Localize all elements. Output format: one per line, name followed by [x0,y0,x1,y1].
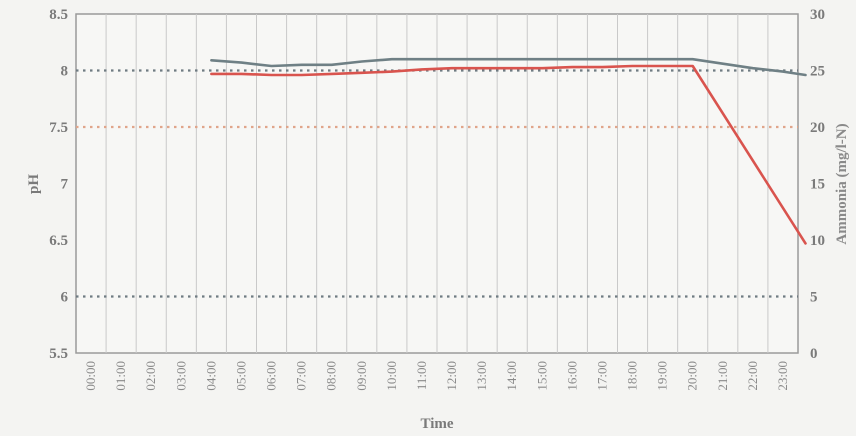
x-axis-label: Time [420,416,453,432]
x-tick-label: 10:00 [384,361,399,391]
x-tick-label: 05:00 [233,361,248,391]
x-tick-label: 14:00 [504,361,519,391]
x-tick-label: 18:00 [625,361,640,391]
x-tick-label: 20:00 [685,361,700,391]
y-tick-label: 5.5 [49,346,68,362]
y-tick-label: 6.5 [49,233,68,249]
y-tick-label: 6 [61,290,69,306]
y-tick-label: 8.5 [49,7,68,23]
left-axis-ticks: 5.5 6 6.5 7 7.5 8 8.5 [49,7,68,362]
y2-tick-label: 10 [810,233,825,249]
series-layer [210,57,807,245]
y2-tick-label: 0 [810,346,818,362]
y2-tick-label: 20 [810,120,825,136]
x-tick-label: 17:00 [594,361,609,391]
x-tick-label: 03:00 [173,361,188,391]
x-tick-label: 11:00 [414,361,429,390]
right-axis-ticks: 0 5 10 15 20 25 30 [810,7,825,362]
y2-tick-label: 30 [810,7,825,23]
x-tick-label: 15:00 [534,361,549,391]
y2-tick-label: 5 [810,290,818,306]
x-tick-label: 13:00 [474,361,489,391]
x-tick-label: 02:00 [143,361,158,391]
x-tick-label: 06:00 [264,361,279,391]
x-tick-label: 07:00 [294,361,309,391]
y-tick-label: 7.5 [49,120,68,136]
y2-tick-label: 25 [810,64,825,80]
reference-lines [76,69,798,298]
x-tick-label: 19:00 [655,361,670,391]
y-axis-label: pH [26,174,42,194]
x-tick-label: 21:00 [715,361,730,391]
x-tick-label: 16:00 [564,361,579,391]
y-tick-label: 8 [61,64,69,80]
x-tick-label: 23:00 [775,361,790,391]
x-tick-label: 08:00 [324,361,339,391]
x-tick-label: 12:00 [444,361,459,391]
y-tick-label: 7 [61,177,69,193]
x-tick-label: 22:00 [745,361,760,391]
ph-series-line [210,57,807,77]
x-axis-ticks: 00:00 01:00 02:00 03:00 04:00 05:00 06:00 07:00… [83,361,790,391]
x-tick-label: 00:00 [83,361,98,391]
y2-axis-label: Ammonia (mg/l-N) [834,123,850,244]
x-tick-label: 01:00 [113,361,128,391]
y2-tick-label: 15 [810,177,825,193]
x-tick-label: 04:00 [203,361,218,391]
x-tick-label: 09:00 [354,361,369,391]
ammonia-series-line [210,64,807,245]
